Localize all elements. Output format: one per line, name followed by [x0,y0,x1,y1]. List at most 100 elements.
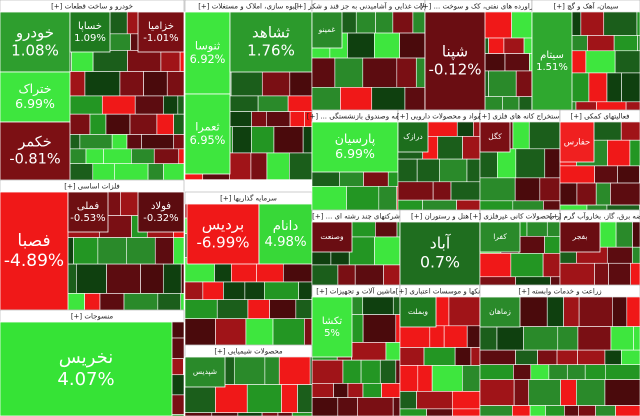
stock-tile [559,262,595,286]
stock-tile [512,121,530,150]
stock-tile [134,95,164,115]
stock-tile [66,95,103,115]
stock-tile [630,262,640,286]
stock-tile [456,199,481,211]
stock-tile [606,204,640,211]
stock-tile [584,364,606,380]
stock-tile [396,221,401,238]
stock-change: 1.08% [11,42,59,60]
stock-tile [351,342,387,361]
stock-tile [404,87,426,111]
stock-tile [431,365,463,392]
stock-tile [257,95,289,112]
stock-tile [594,165,618,184]
sector-title: فعالیتهای کمکی [+] [571,113,630,121]
stock-tile [513,364,532,380]
stock-tile [171,321,185,339]
stock-tile [355,11,376,34]
stock-tile [595,405,616,416]
stock-tile [479,121,511,153]
stock-tile [357,397,394,416]
stock-tile [399,408,427,416]
stock-tile [228,95,259,112]
stock-tile [311,264,339,286]
stock-tile [448,296,481,327]
stock-tile [596,101,627,111]
stock-tile [556,349,578,365]
stock-tile [594,262,609,286]
stock-tile [523,326,559,351]
sector-title: ماشین آلات و تجهیزات [+] [316,287,396,296]
stock-tile [545,405,565,416]
stock-tile [99,293,125,311]
stock-tile [473,121,481,137]
stock-change: 6.92% [190,53,226,66]
stock-tile [479,349,516,365]
stock-tile [392,11,414,34]
stock-tile [526,221,548,237]
stock-name: وبملت [408,307,428,316]
stock-tile [632,221,640,248]
stock-tile [180,263,185,294]
stock-tile [517,296,548,327]
stock-tile [215,384,248,413]
stock-name: خودرو [15,24,54,42]
stock-tile [229,11,313,73]
stock-tile [392,397,401,416]
stock-tile [163,163,185,181]
stock-tile [607,139,631,167]
stock-tile [106,263,141,294]
stock-tile [362,296,394,315]
stock-tile [92,50,128,72]
stock-tile [595,182,611,206]
stock-tile [586,204,608,211]
stock-name: کگل [488,132,502,141]
stock-tile [340,87,373,111]
stock-tile [395,359,401,384]
stock-tile [605,364,640,380]
stock-tile [395,314,401,343]
stock-tile [544,148,561,179]
stock-tile [264,281,299,300]
stock-tile [298,281,313,300]
stock-tile [347,32,375,59]
stock-tile [415,57,426,88]
stock-tile [337,264,356,286]
stock-tile [546,296,564,327]
stock-tile [515,148,546,179]
stock-name: کفرا [493,232,507,241]
stock-tile [479,364,514,380]
stock-name: زماهان [489,307,511,316]
stock-tile [470,347,481,366]
sector-title: محصولات غذایی و آشامیدنی به جز قند و شکر… [295,2,443,11]
stock-tile [311,57,336,88]
stock-change: 0.7% [420,252,460,271]
stock-change: 4.98% [264,235,306,250]
stock-tile [119,71,144,97]
stock-tile [466,158,481,183]
stock-tile [73,237,99,265]
stock-tile [543,200,561,211]
stock-tile [621,72,640,103]
stock-tile [531,11,573,111]
stock-tile [111,134,128,150]
stock-tile [610,182,640,206]
stock-change: -0.81% [9,152,60,168]
stock-tile [625,101,640,111]
stock-tile [309,356,313,385]
stock-tile [412,11,426,34]
stock-tile [354,264,384,286]
stock-tile [621,349,640,365]
stock-tile [631,246,640,264]
stock-tile [311,221,353,253]
stock-tile [479,221,521,253]
stock-tile [423,347,456,366]
stock-name: ثنوسا [195,39,220,53]
stock-tile [515,276,551,286]
stock-tile [559,165,595,184]
stock-tile [504,53,530,72]
stock-tile [273,126,304,154]
stock-tile [397,158,418,183]
stock-name: خکمر [17,134,51,150]
stock-name: حفارس [564,138,591,148]
